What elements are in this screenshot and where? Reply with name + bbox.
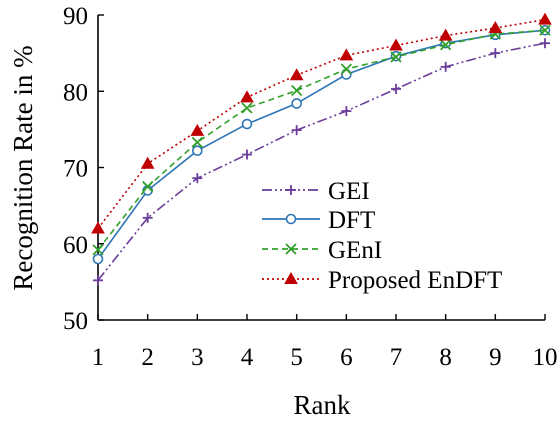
y-tick-label: 70 bbox=[63, 156, 88, 183]
data-point bbox=[340, 63, 352, 75]
x-tick-label: 7 bbox=[390, 344, 403, 371]
data-point bbox=[240, 90, 254, 103]
series-gei bbox=[93, 38, 550, 286]
data-point bbox=[192, 173, 203, 184]
data-point bbox=[192, 145, 203, 157]
series-line bbox=[97, 18, 546, 229]
data-point bbox=[93, 275, 103, 286]
data-point bbox=[291, 125, 302, 136]
data-point bbox=[191, 136, 203, 148]
y-tick-label: 50 bbox=[63, 308, 88, 335]
data-point bbox=[190, 123, 205, 136]
legend-marker bbox=[285, 243, 297, 255]
x-tick-label: 8 bbox=[439, 344, 452, 371]
series-geni bbox=[92, 24, 551, 256]
series-layer bbox=[91, 12, 552, 286]
y-tick-label: 90 bbox=[63, 3, 88, 30]
legend-label: DFT bbox=[328, 207, 375, 234]
data-point bbox=[490, 48, 501, 59]
data-point bbox=[291, 84, 303, 97]
data-point bbox=[241, 102, 253, 114]
x-tick-label: 5 bbox=[290, 344, 303, 371]
legend-entry: GEI bbox=[262, 178, 370, 205]
y-tick-labels: 50 60 70 80 90 bbox=[63, 3, 88, 335]
data-point bbox=[539, 24, 551, 36]
data-point bbox=[341, 106, 352, 117]
data-point bbox=[92, 253, 104, 265]
series-line bbox=[97, 29, 546, 251]
data-point bbox=[391, 83, 401, 94]
data-point bbox=[289, 68, 304, 81]
y-tick-label: 80 bbox=[63, 79, 88, 106]
legend-label: GEnI bbox=[328, 237, 382, 264]
x-tick-label: 4 bbox=[241, 344, 254, 371]
x-tick-label: 9 bbox=[489, 344, 502, 371]
legend-marker bbox=[285, 213, 297, 225]
series-line bbox=[97, 29, 546, 260]
data-point bbox=[389, 38, 403, 51]
data-point bbox=[440, 61, 451, 72]
data-point bbox=[390, 51, 402, 63]
legend-marker bbox=[286, 185, 296, 195]
series-line bbox=[97, 42, 546, 281]
x-tick-label: 3 bbox=[191, 344, 204, 371]
legend-marker bbox=[284, 271, 298, 284]
x-tick-label: 10 bbox=[533, 344, 558, 371]
data-point bbox=[538, 12, 552, 25]
data-point bbox=[540, 38, 550, 49]
legend-label: GEI bbox=[328, 178, 370, 205]
x-tick-label: 2 bbox=[141, 344, 154, 371]
data-point bbox=[140, 156, 155, 169]
y-axis-title: Recognition Rate in % bbox=[8, 45, 38, 290]
y-tick-label: 60 bbox=[63, 232, 88, 259]
x-tick-labels: 1 2 3 4 5 6 7 8 9 10 bbox=[92, 344, 558, 371]
data-point bbox=[142, 180, 154, 193]
data-point bbox=[91, 221, 105, 234]
data-point bbox=[440, 39, 452, 51]
data-point bbox=[142, 212, 153, 223]
data-point bbox=[92, 244, 104, 256]
data-point bbox=[242, 149, 252, 160]
legend-entry: GEnI bbox=[262, 237, 382, 264]
legend-entry: Proposed EnDFT bbox=[262, 267, 502, 294]
data-point bbox=[488, 20, 503, 33]
axes bbox=[97, 14, 546, 321]
x-tick-label: 1 bbox=[92, 344, 105, 371]
data-point bbox=[291, 98, 302, 109]
data-point bbox=[339, 48, 354, 61]
legend-label: Proposed EnDFT bbox=[328, 267, 502, 294]
x-tick-label: 6 bbox=[340, 344, 353, 371]
data-point bbox=[241, 118, 253, 130]
series-proposed-endft bbox=[91, 12, 552, 234]
series-dft bbox=[92, 24, 551, 265]
x-axis-title: Rank bbox=[294, 390, 351, 420]
data-point bbox=[438, 28, 453, 41]
legend-entry: DFT bbox=[262, 207, 375, 234]
